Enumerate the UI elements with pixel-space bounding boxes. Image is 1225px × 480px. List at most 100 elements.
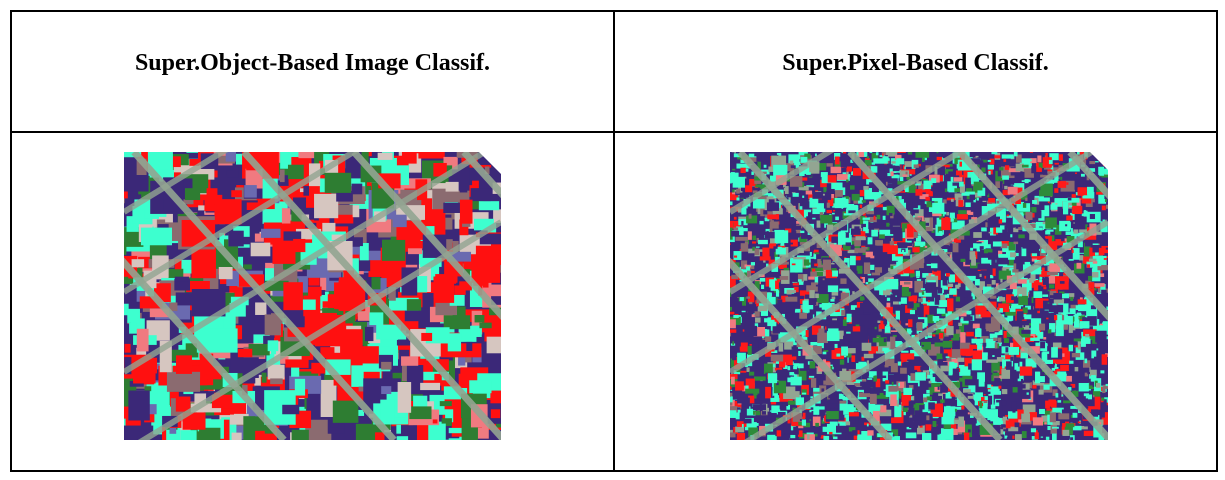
map-patch (911, 159, 919, 169)
map-patch (1076, 331, 1090, 342)
map-patch (882, 153, 884, 157)
map-patch (436, 359, 449, 371)
map-patch (1034, 210, 1042, 219)
map-patch (914, 280, 923, 293)
map-patch (1042, 351, 1050, 354)
map-patch (1074, 253, 1080, 258)
map-patch (846, 171, 849, 175)
map-patch (471, 259, 501, 283)
map-patch (867, 430, 874, 436)
map-patch (919, 424, 923, 428)
map-patch (1068, 323, 1083, 334)
map-patch (1094, 396, 1101, 410)
map-patch (734, 401, 742, 409)
map-patch (1057, 402, 1064, 406)
map-patch (755, 242, 766, 247)
map-patch (945, 273, 950, 277)
map-patch (992, 268, 996, 276)
map-patch (1029, 152, 1034, 153)
map-patch (949, 212, 955, 219)
map-patch (1093, 415, 1100, 423)
map-patch (802, 300, 814, 313)
map-patch (1010, 356, 1014, 361)
map-patch (835, 156, 840, 165)
map-patch (795, 397, 805, 406)
map-patch (469, 380, 492, 394)
map-patch (999, 375, 1004, 380)
map-patch (1022, 168, 1034, 178)
map-patch (752, 257, 760, 262)
map-patch (801, 392, 807, 395)
map-patch (200, 377, 208, 386)
map-patch (945, 356, 950, 359)
map-patch (826, 163, 833, 167)
map-patch (983, 249, 993, 254)
map-patch (754, 311, 760, 317)
map-patch (798, 368, 807, 381)
map-patch (776, 430, 782, 437)
map-patch (754, 283, 760, 286)
map-patch (1095, 330, 1107, 343)
map-patch (790, 239, 798, 247)
map-patch (772, 326, 780, 334)
map-patch (938, 152, 950, 157)
map-patch (819, 209, 824, 219)
map-patch (937, 268, 944, 271)
map-patch (987, 164, 994, 170)
map-patch (910, 349, 922, 357)
map-patch (917, 357, 923, 361)
map-patch (1057, 304, 1064, 313)
map-patch (896, 158, 905, 165)
map-patch (1078, 255, 1084, 261)
map-patch (887, 173, 893, 179)
map-patch (823, 435, 830, 440)
map-patch (1078, 304, 1087, 312)
map-patch (1084, 338, 1091, 346)
map-patch (895, 310, 900, 321)
map-patch (982, 342, 987, 347)
map-patch (1018, 273, 1027, 283)
map-patch (1013, 376, 1016, 379)
map-patch (774, 230, 789, 244)
map-patch (1058, 303, 1069, 314)
map-patch (763, 259, 766, 263)
map-patch (948, 185, 957, 193)
map-patch (474, 218, 494, 231)
map-patch (1013, 241, 1019, 245)
map-patch (736, 369, 741, 373)
map-patch (932, 228, 936, 230)
map-patch (737, 407, 741, 413)
map-patch (919, 221, 926, 232)
map-patch (785, 357, 793, 366)
map-patch (949, 217, 953, 220)
map-patch (846, 331, 851, 334)
map-patch (900, 270, 909, 277)
map-patch (1055, 393, 1059, 398)
map-patch (320, 379, 337, 417)
map-patch (895, 253, 903, 257)
map-patch (988, 198, 996, 203)
map-patch (730, 152, 1098, 375)
map-patch (1021, 314, 1027, 319)
map-patch (1032, 200, 1038, 204)
map-patch (854, 342, 866, 355)
map-patch (1062, 213, 1068, 217)
map-patch (132, 152, 152, 158)
map-patch (850, 228, 861, 235)
map-patch (903, 361, 911, 367)
map-patch (255, 302, 267, 315)
map-patch (998, 250, 1003, 257)
map-patch (775, 290, 780, 297)
map-patch (746, 215, 758, 224)
map-patch (813, 406, 820, 415)
map-patch (377, 152, 393, 160)
map-patch (1057, 181, 1067, 188)
map-patch (999, 297, 1006, 302)
map-patch (1011, 296, 1023, 304)
map-patch (1017, 378, 1021, 382)
map-patch (869, 393, 877, 404)
map-patch (748, 395, 755, 404)
map-patch (1014, 434, 1022, 440)
map-patch (940, 338, 944, 341)
map-patch (823, 187, 827, 193)
